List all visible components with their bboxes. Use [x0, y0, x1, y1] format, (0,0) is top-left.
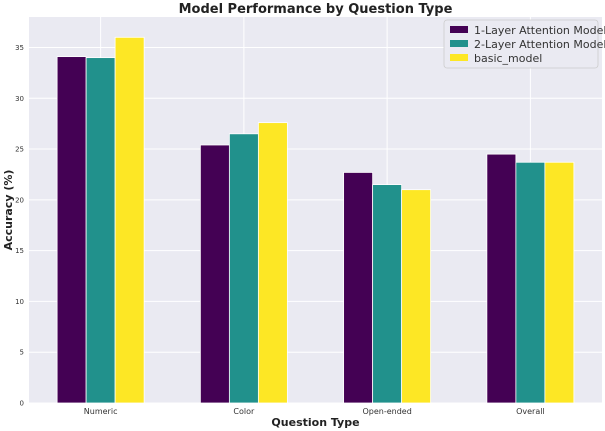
legend-box	[443, 19, 599, 69]
bar	[515, 161, 546, 404]
chart-title: Model Performance by Question Type	[179, 2, 453, 17]
bars	[56, 36, 575, 404]
x-axis-ticks: Numeric Color Open-ended Overall	[84, 407, 545, 416]
legend-entry: 2-Layer Attention Model	[474, 38, 605, 51]
x-tick-label: Overall	[516, 407, 545, 416]
legend-entry: basic_model	[474, 52, 542, 65]
legend-swatch	[450, 26, 468, 33]
y-tick-label: 30	[15, 95, 24, 103]
x-axis-label: Question Type	[271, 416, 359, 429]
y-tick-label: 25	[15, 146, 24, 154]
x-tick-label: Numeric	[84, 407, 118, 416]
bar	[401, 189, 432, 404]
legend-swatch	[450, 40, 468, 47]
bar	[372, 184, 403, 404]
bar	[257, 122, 288, 404]
bar	[343, 172, 374, 404]
bar	[85, 57, 116, 404]
y-tick-label: 15	[15, 247, 24, 255]
y-axis-ticks: 0 5 10 15 20 25 30 35	[15, 44, 24, 408]
y-tick-label: 20	[15, 196, 24, 204]
bar	[228, 133, 259, 404]
bar	[199, 144, 230, 404]
y-tick-label: 35	[15, 44, 24, 52]
bar	[486, 153, 517, 404]
x-tick-label: Open-ended	[362, 407, 411, 416]
bar	[114, 36, 145, 404]
y-tick-label: 0	[20, 400, 24, 408]
y-tick-label: 10	[15, 298, 24, 306]
legend-swatch	[450, 54, 468, 61]
y-tick-label: 5	[20, 349, 24, 357]
legend-entry: 1-Layer Attention Model	[474, 24, 605, 37]
x-tick-label: Color	[233, 407, 255, 416]
bar	[544, 161, 575, 404]
y-axis-label: Accuracy (%)	[2, 170, 15, 251]
bar	[56, 56, 87, 404]
